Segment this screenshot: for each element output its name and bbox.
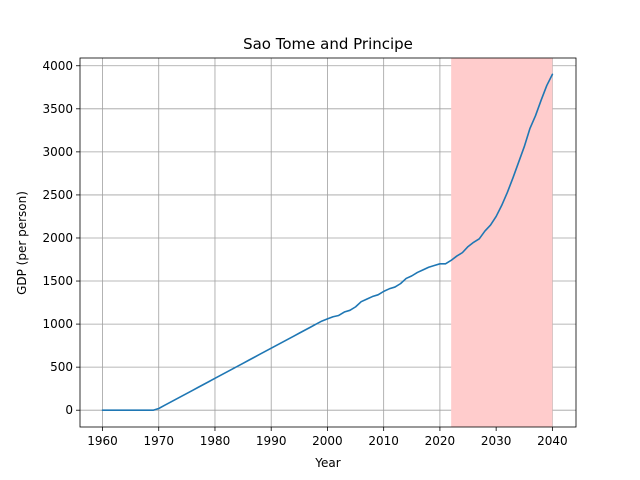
x-tick-label: 1990 [256, 434, 287, 448]
x-tick-label: 1960 [87, 434, 118, 448]
highlight-span [451, 58, 553, 427]
y-axis-ticks: 0 500 1000 1500 2000 2500 3000 3500 4000 [42, 59, 80, 417]
highlight-span-layer [451, 58, 553, 427]
y-tick-label: 3000 [42, 145, 73, 159]
chart-title: Sao Tome and Principe [243, 35, 413, 53]
axes [79, 57, 577, 428]
y-tick-label: 1000 [42, 317, 73, 331]
y-tick-label: 3500 [42, 102, 73, 116]
y-tick-label: 1500 [42, 274, 73, 288]
y-tick-label: 500 [50, 360, 73, 374]
series-layer [101, 73, 554, 412]
x-tick-label: 2010 [368, 434, 399, 448]
x-tick-label: 2030 [481, 434, 512, 448]
y-tick-label: 2000 [42, 231, 73, 245]
x-tick-label: 1970 [143, 434, 174, 448]
y-axis-label: GDP (per person) [15, 191, 29, 295]
x-tick-label: 2000 [312, 434, 343, 448]
x-axis-label: Year [314, 456, 340, 470]
series-line-0 [101, 73, 554, 412]
x-tick-label: 2040 [537, 434, 568, 448]
y-tick-label: 4000 [42, 59, 73, 73]
x-axis-ticks: 1960 1970 1980 1990 2000 2010 2020 2030 2040 [87, 427, 568, 448]
y-tick-label: 0 [65, 403, 73, 417]
plot-frame [79, 57, 577, 428]
y-tick-label: 2500 [42, 188, 73, 202]
x-tick-label: 1980 [200, 434, 231, 448]
x-tick-label: 2020 [425, 434, 456, 448]
